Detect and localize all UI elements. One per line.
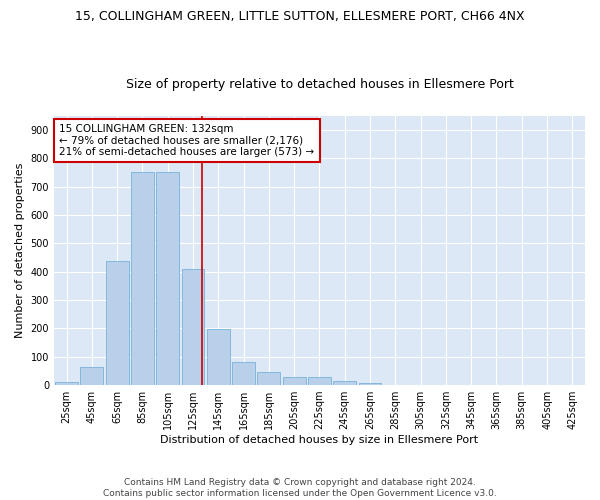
Bar [131,172,154,385]
Bar [359,383,382,385]
Text: 15 COLLINGHAM GREEN: 132sqm
← 79% of detached houses are smaller (2,176)
21% of : 15 COLLINGHAM GREEN: 132sqm ← 79% of det… [59,124,314,157]
Bar [384,384,407,385]
Bar [182,270,205,385]
Bar [308,377,331,385]
Bar [157,172,179,385]
Bar [232,362,255,385]
Text: 15, COLLINGHAM GREEN, LITTLE SUTTON, ELLESMERE PORT, CH66 4NX: 15, COLLINGHAM GREEN, LITTLE SUTTON, ELL… [75,10,525,23]
Y-axis label: Number of detached properties: Number of detached properties [15,162,25,338]
Bar [80,367,103,385]
Text: Contains HM Land Registry data © Crown copyright and database right 2024.
Contai: Contains HM Land Registry data © Crown c… [103,478,497,498]
Bar [106,261,128,385]
Bar [55,382,78,385]
Bar [283,377,305,385]
Title: Size of property relative to detached houses in Ellesmere Port: Size of property relative to detached ho… [125,78,514,91]
X-axis label: Distribution of detached houses by size in Ellesmere Port: Distribution of detached houses by size … [160,435,479,445]
Bar [207,329,230,385]
Bar [257,372,280,385]
Bar [334,382,356,385]
Bar [561,384,584,385]
